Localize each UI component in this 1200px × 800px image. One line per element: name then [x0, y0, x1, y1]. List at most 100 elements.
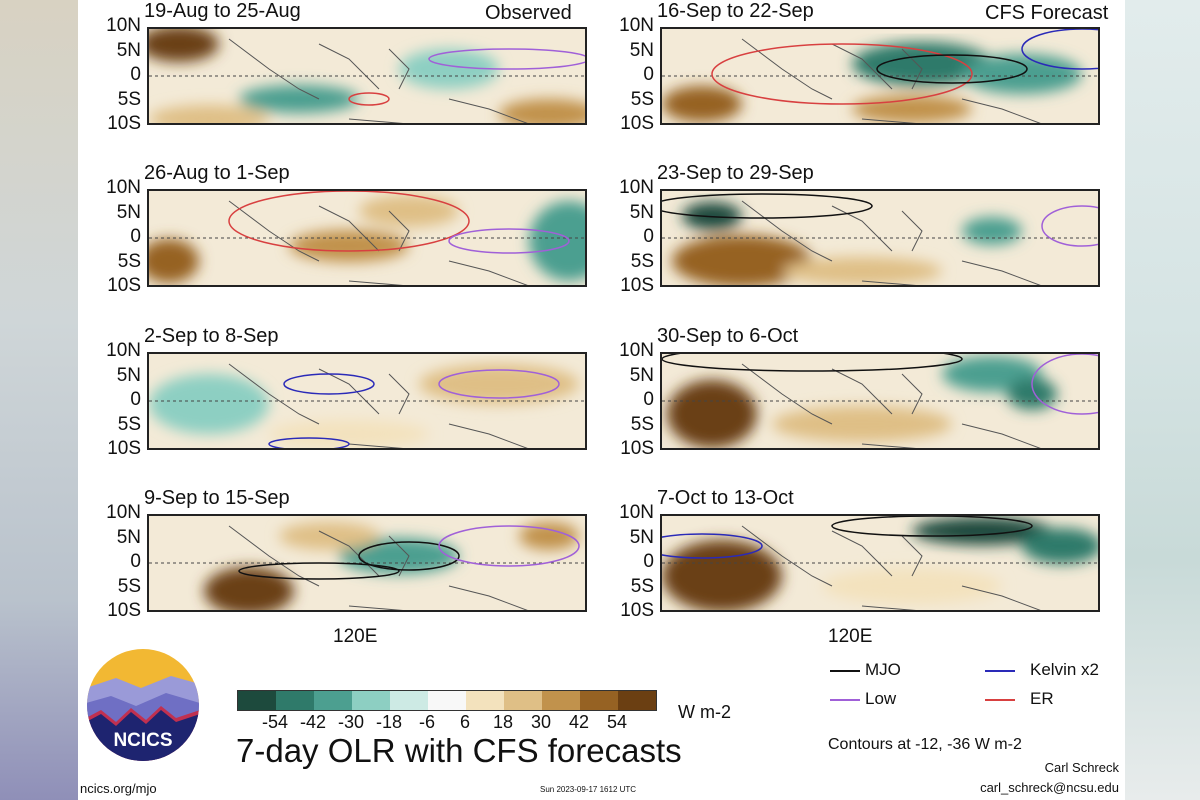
lat-label: 5S: [630, 413, 654, 435]
lat-label: 10N: [106, 177, 141, 198]
source-url: ncics.org/mjo: [80, 781, 157, 796]
author: Carl Schreck: [1044, 760, 1119, 775]
coastline: [228, 38, 528, 123]
lat-label: 10S: [620, 275, 654, 296]
anomaly-contour: [876, 54, 1028, 84]
lat-label: 10N: [106, 502, 141, 523]
lat-label: 5S: [117, 250, 141, 272]
lat-label: 5N: [629, 526, 654, 548]
anomaly-contour: [428, 48, 585, 70]
timestamp: Sun 2023-09-17 1612 UTC: [540, 785, 637, 794]
anomaly-contour: [662, 193, 873, 219]
lat-label: 0: [643, 226, 654, 247]
anomaly-contour: [238, 562, 400, 580]
anomaly-contour: [438, 525, 580, 567]
lat-label: 0: [130, 389, 141, 410]
lon-label-left: 120E: [333, 626, 378, 647]
observed-header: Observed: [485, 2, 572, 24]
olr-map-panel: [660, 352, 1100, 450]
colorbar-swatch: [238, 691, 276, 710]
lat-label: 5S: [630, 250, 654, 272]
lat-label: 0: [130, 226, 141, 247]
legend-kelvin-label: Kelvin x2: [1030, 660, 1099, 679]
olr-map-panel: [147, 352, 587, 450]
panel-date-range: 9-Sep to 15-Sep: [144, 487, 290, 509]
panel-date-range: 26-Aug to 1-Sep: [144, 162, 290, 184]
lat-label: 10S: [107, 113, 141, 134]
panel-date-range: 16-Sep to 22-Sep: [657, 0, 814, 22]
coastline: [228, 363, 528, 448]
forecast-header: CFS Forecast: [985, 2, 1109, 24]
colorbar: [237, 690, 657, 711]
lat-label: 10N: [619, 15, 654, 36]
colorbar-swatch: [428, 691, 466, 710]
colorbar-units: W m-2: [678, 702, 731, 722]
colorbar-swatch: [504, 691, 542, 710]
colorbar-tick-label: 42: [568, 712, 590, 732]
olr-field: [149, 363, 585, 448]
panel-date-range: 30-Sep to 6-Oct: [657, 325, 799, 347]
lat-label: 0: [130, 64, 141, 85]
lat-label: 10N: [106, 340, 141, 361]
colorbar-tick-label: 6: [459, 712, 471, 732]
lat-label: 0: [643, 64, 654, 85]
anomaly-contour: [448, 228, 570, 254]
lat-label: 10S: [620, 113, 654, 134]
anomaly-contour: [438, 369, 560, 399]
colorbar-tick-label: 18: [492, 712, 514, 732]
lat-label: 5S: [117, 575, 141, 597]
lat-label: 5N: [629, 364, 654, 386]
anomaly-contour: [358, 541, 460, 571]
olr-field: [149, 522, 585, 610]
colorbar-swatch: [542, 691, 580, 710]
lat-label: 10N: [619, 340, 654, 361]
contours-note: Contours at -12, -36 W m-2: [828, 736, 1022, 753]
colorbar-tick-label: -6: [418, 712, 436, 732]
coastline: [741, 525, 1041, 610]
lat-label: 10N: [619, 177, 654, 198]
coastline: [741, 363, 1041, 448]
lat-label: 0: [643, 551, 654, 572]
lat-label: 10S: [107, 275, 141, 296]
legend-er-line: [985, 699, 1015, 701]
lat-label: 10S: [107, 600, 141, 621]
legend-mjo-label: MJO: [865, 660, 901, 679]
colorbar-tick-label: 54: [606, 712, 628, 732]
colorbar-swatch: [352, 691, 390, 710]
legend-er-label: ER: [1030, 689, 1054, 708]
anomaly-contour: [711, 43, 973, 105]
legend-mjo-line: [830, 670, 860, 672]
lat-label: 0: [130, 551, 141, 572]
lat-label: 5N: [116, 364, 141, 386]
panel-date-range: 2-Sep to 8-Sep: [144, 325, 279, 347]
colorbar-swatch: [466, 691, 504, 710]
lat-label: 10N: [619, 502, 654, 523]
lat-label: 5S: [630, 575, 654, 597]
blurred-background-right: [1125, 0, 1200, 800]
legend-low-label: Low: [865, 689, 897, 708]
logo-text: NCICS: [113, 730, 172, 751]
lat-label: 5S: [117, 413, 141, 435]
anomaly-contour: [1031, 354, 1098, 415]
legend-kelvin-line: [985, 670, 1015, 672]
lat-label: 0: [643, 389, 654, 410]
coastline: [741, 200, 1041, 285]
colorbar-swatch: [276, 691, 314, 710]
lat-label: 10S: [620, 600, 654, 621]
blurred-background-left: [0, 0, 78, 800]
olr-map-panel: [660, 189, 1100, 287]
olr-field: [662, 516, 1098, 610]
lat-label: 5N: [116, 526, 141, 548]
lat-label: 10S: [620, 438, 654, 459]
anomaly-contour: [1021, 29, 1098, 70]
anomaly-contour: [348, 92, 390, 106]
lat-label: 10S: [107, 438, 141, 459]
anomaly-contour: [268, 437, 350, 448]
lat-label: 5N: [629, 201, 654, 223]
anomaly-contour: [283, 373, 375, 395]
colorbar-swatch: [314, 691, 352, 710]
lat-label: 5N: [629, 39, 654, 61]
author-email: carl_schreck@ncsu.edu: [980, 780, 1119, 795]
lat-label: 5N: [116, 201, 141, 223]
olr-field: [662, 354, 1098, 448]
